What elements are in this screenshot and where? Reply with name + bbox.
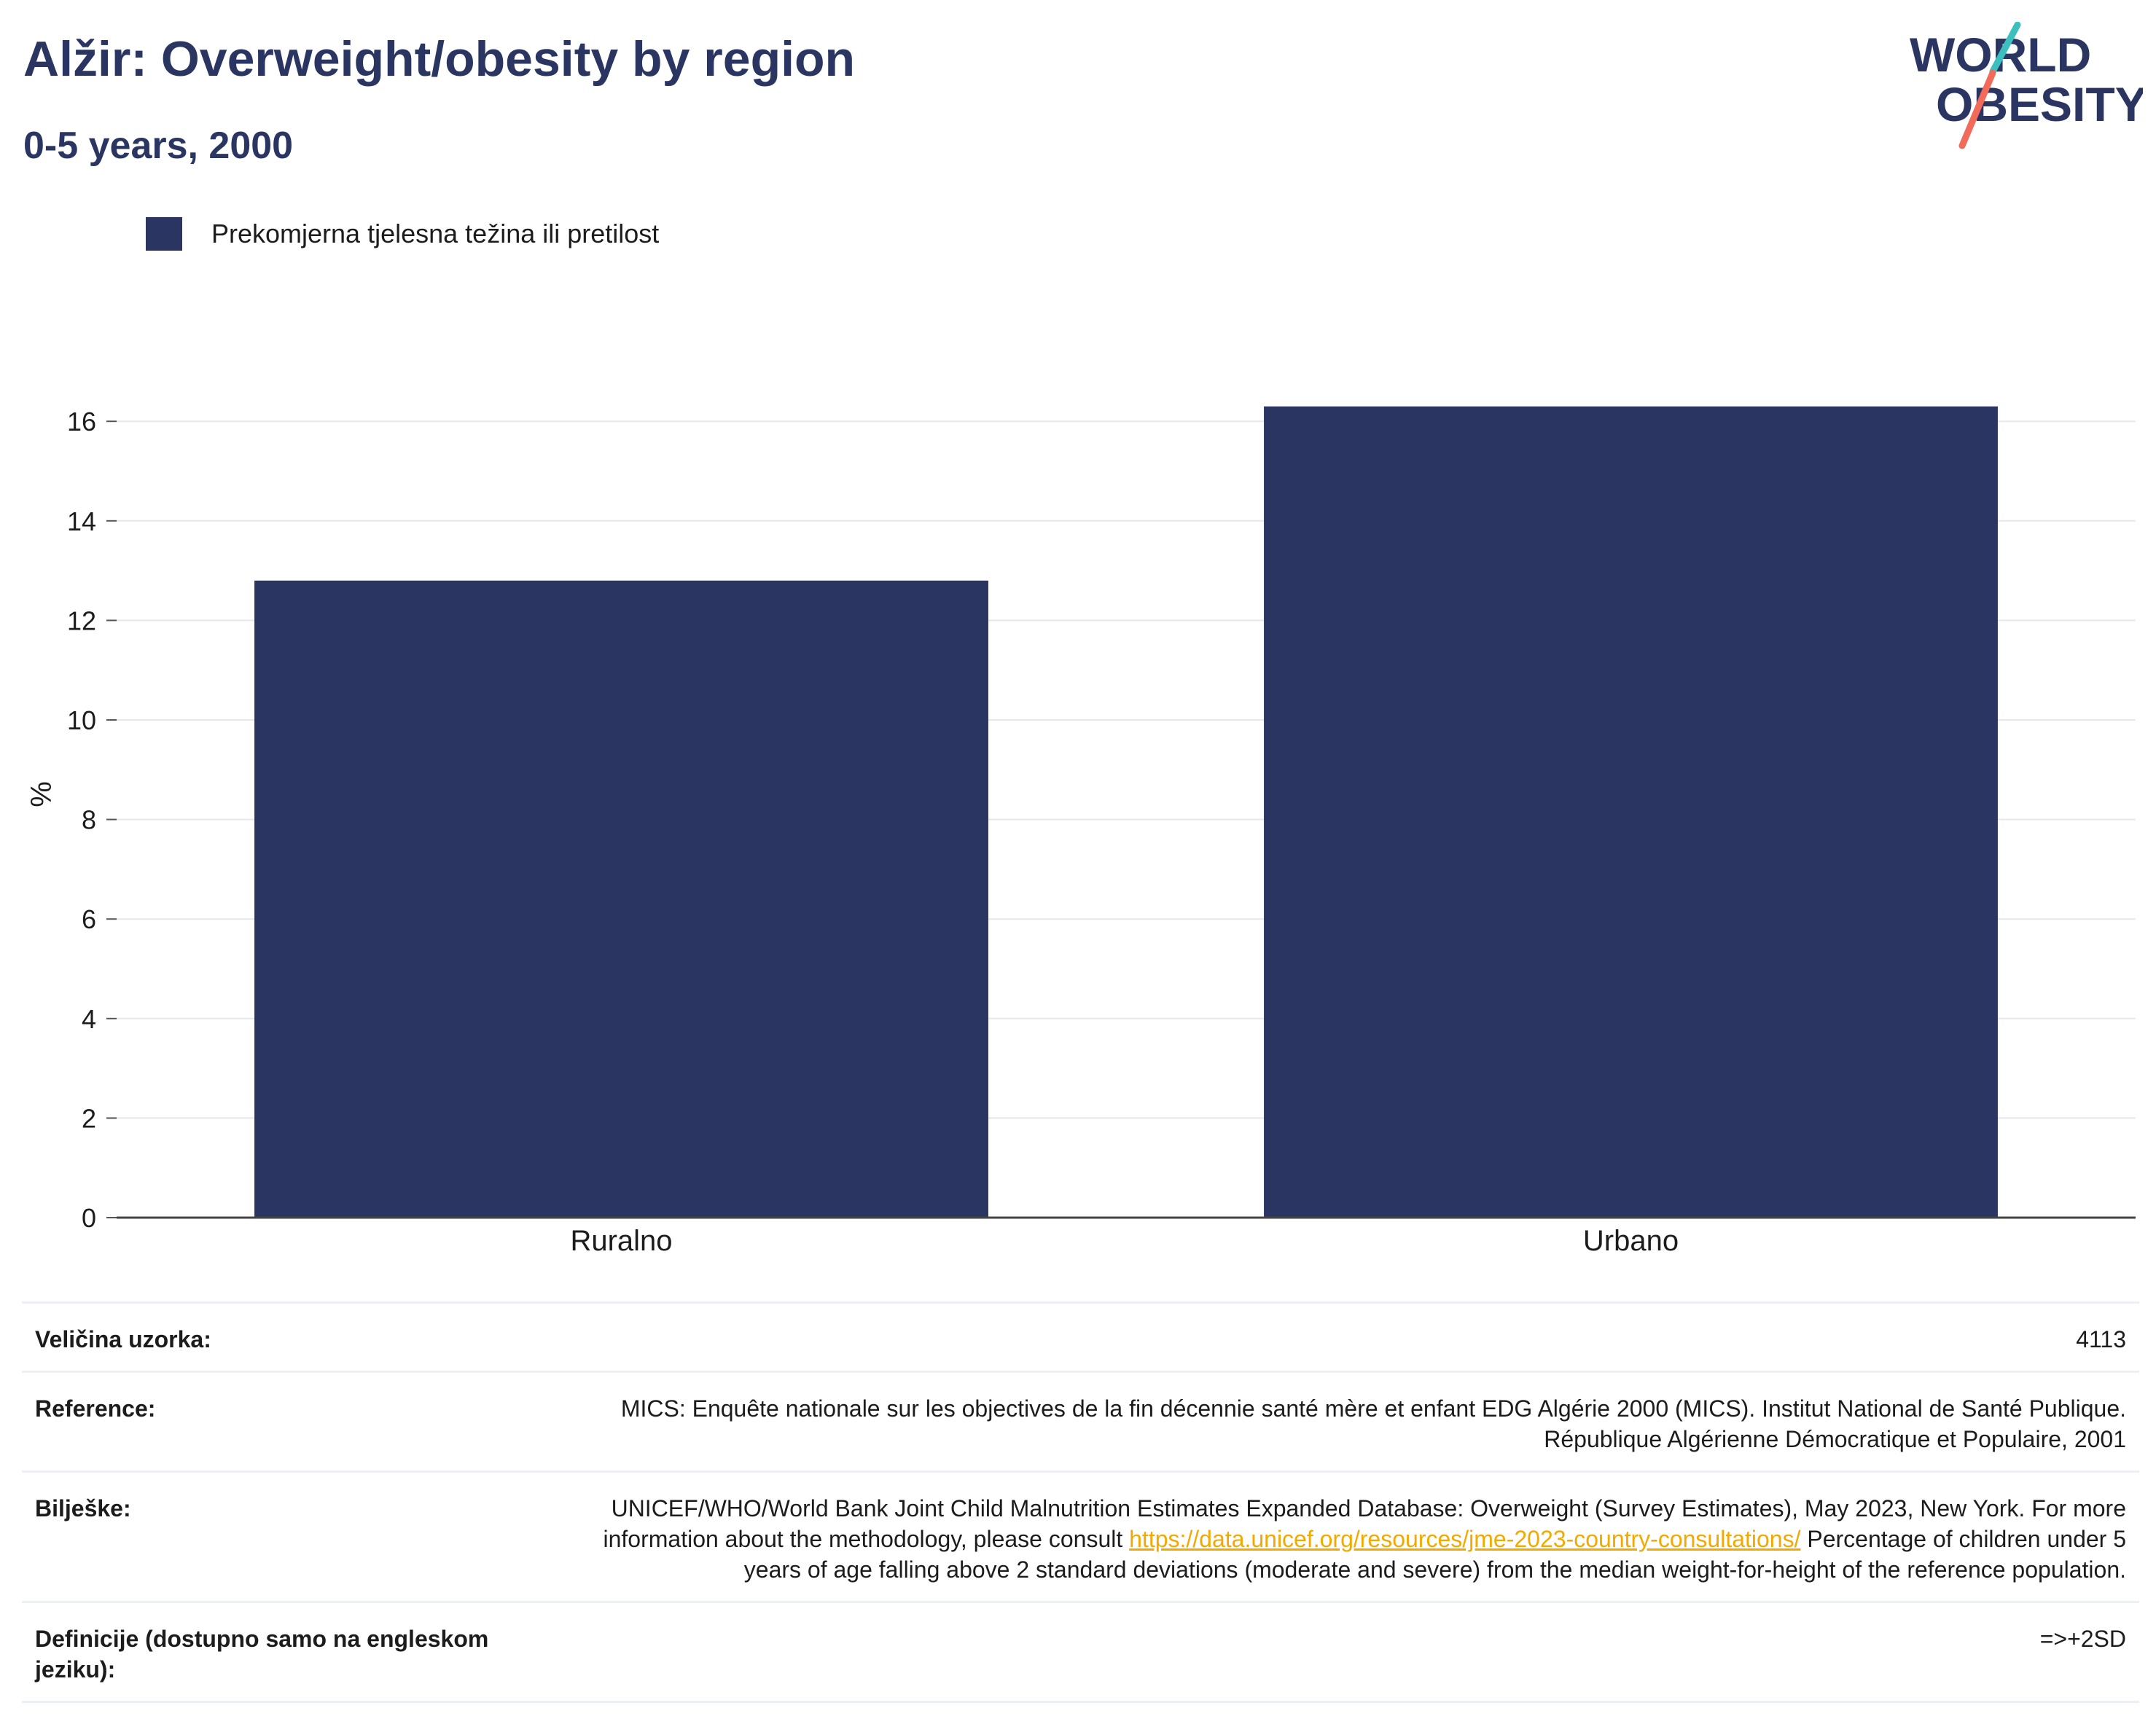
world-obesity-logo: WORLD OBESITY [1910, 22, 2143, 149]
x-tick-label: Urbano [1583, 1225, 1679, 1257]
y-tick-label: 10 [67, 705, 96, 735]
page-title: Alžir: Overweight/obesity by region [23, 31, 856, 87]
bar-ruralno [254, 580, 988, 1218]
y-tick-label: 0 [82, 1203, 96, 1233]
y-tick-label: 12 [67, 606, 96, 635]
y-tick-label: 4 [82, 1004, 96, 1034]
info-value: =>+2SD [2039, 1626, 2126, 1652]
info-key: Definicije (dostupno samo na engleskom j… [35, 1626, 489, 1683]
y-tick-label: 2 [82, 1103, 96, 1133]
y-axis-label: % [26, 781, 58, 807]
logo-slash-coral [1958, 69, 1996, 149]
bar-chart: 0 2 4 6 8 10 12 14 16% Ruralno Urbano [26, 406, 2136, 1257]
methodology-link[interactable]: https://data.unicef.org/resources/jme-20… [1129, 1526, 1801, 1552]
notes-text-before: UNICEF/WHO/World Bank Joint Child Malnut… [603, 1495, 2126, 1552]
legend-swatch [146, 217, 182, 251]
y-tick-label: 6 [82, 904, 96, 934]
info-key: Bilješke: [35, 1495, 131, 1521]
y-tick-label: 8 [82, 805, 96, 835]
x-tick-label: Ruralno [570, 1225, 672, 1257]
info-table: Veličina uzorka: 4113 Reference: MICS: E… [22, 1301, 2139, 1703]
y-tick-label: 16 [67, 407, 96, 436]
info-row-notes: Bilješke: UNICEF/WHO/World Bank Joint Ch… [22, 1473, 2139, 1603]
page-subtitle: 0-5 years, 2000 [23, 125, 294, 167]
logo-slash-teal [1989, 22, 2021, 75]
info-value: 4113 [2076, 1326, 2126, 1352]
info-row-sample-size: Veličina uzorka: 4113 [22, 1304, 2139, 1373]
info-key: Reference: [35, 1395, 156, 1422]
legend-label: Prekomjerna tjelesna težina ili pretilos… [211, 219, 660, 248]
info-row-definitions: Definicije (dostupno samo na engleskom j… [22, 1603, 2139, 1703]
y-tick-label: 14 [67, 506, 96, 536]
info-key: Veličina uzorka: [35, 1326, 211, 1352]
info-value: MICS: Enquête nationale sur les objectiv… [620, 1395, 2126, 1452]
info-row-reference: Reference: MICS: Enquête nationale sur l… [22, 1373, 2139, 1473]
notes-text-after: Percentage of children under 5 years of … [743, 1526, 2126, 1583]
info-value: UNICEF/WHO/World Bank Joint Child Malnut… [595, 1493, 2126, 1585]
bar-urbano [1264, 406, 1998, 1218]
chart-legend[interactable]: Prekomjerna tjelesna težina ili pretilos… [146, 217, 659, 251]
